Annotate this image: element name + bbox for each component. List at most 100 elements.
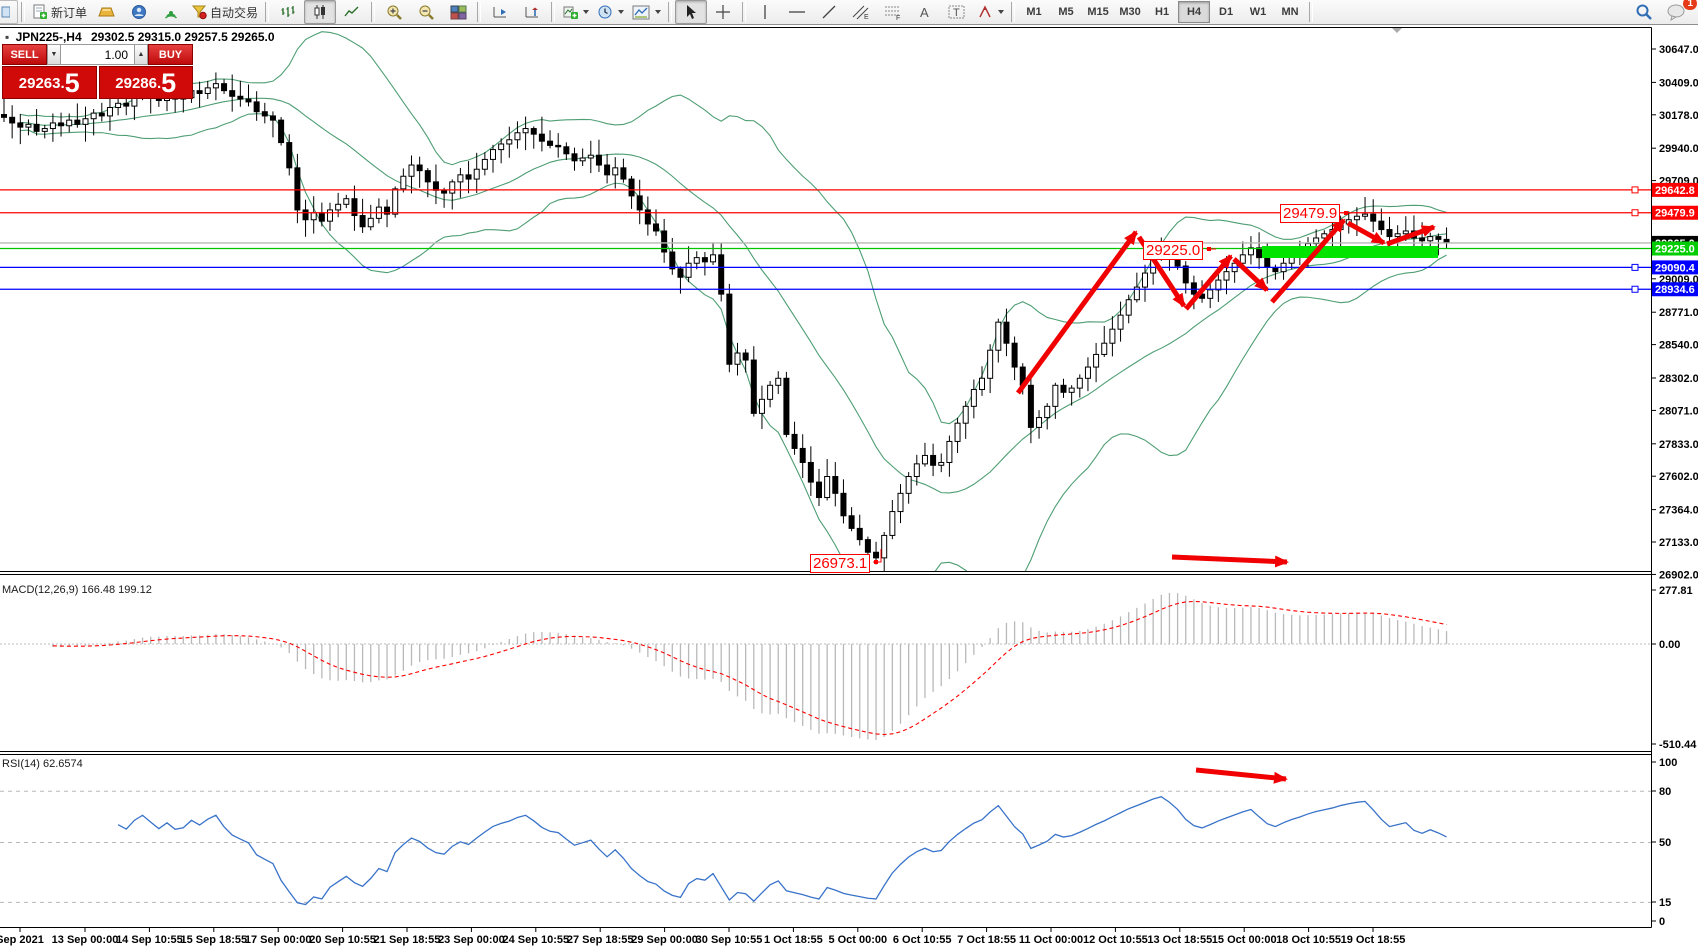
dropdown-caret (998, 10, 1005, 14)
svg-text:7 Oct 18:55: 7 Oct 18:55 (957, 934, 1016, 946)
gold-ingot-icon[interactable] (91, 0, 123, 24)
auto-trading-label: 自动交易 (210, 5, 259, 20)
svg-text:28302.0: 28302.0 (1659, 373, 1698, 385)
separator (371, 2, 376, 22)
green-highlight-box[interactable] (1262, 246, 1438, 258)
rsi-panel: 100 80 50 15 0 (0, 757, 1677, 928)
svg-text:29090.4: 29090.4 (1655, 262, 1696, 274)
svg-text:29940.0: 29940.0 (1659, 143, 1698, 155)
sell-button[interactable]: SELL (2, 44, 47, 65)
svg-text:6 Oct 10:55: 6 Oct 10:55 (893, 934, 952, 946)
bar-chart-mode-button[interactable] (272, 0, 304, 24)
one-click-trade-panel: SELL ▼ ▲ BUY 29263.5 29286.5 (2, 44, 193, 99)
svg-text:30409.0: 30409.0 (1659, 77, 1698, 89)
svg-text:27364.0: 27364.0 (1659, 505, 1698, 517)
svg-text:12 Oct 10:55: 12 Oct 10:55 (1083, 934, 1148, 946)
svg-text:28540.0: 28540.0 (1659, 340, 1698, 352)
svg-text:-510.44: -510.44 (1659, 739, 1697, 751)
arrows-tool-button[interactable] (973, 0, 1008, 24)
separator (265, 2, 270, 22)
separator (477, 2, 482, 22)
timeframe-bar: M1 M5 M15 M30 H1 H4 D1 W1 MN (1018, 1, 1306, 23)
price-level-badge: 28934.6 (1652, 282, 1698, 297)
cursor-tool-button[interactable] (675, 0, 708, 24)
zoom-in-button[interactable] (378, 0, 410, 24)
volume-input[interactable] (61, 44, 134, 65)
tile-windows-button[interactable] (442, 0, 474, 24)
annotation-price-label-29225[interactable]: 29225.0 (1143, 241, 1204, 260)
volume-up-stepper[interactable]: ▲ (134, 44, 148, 65)
timeframe-m1[interactable]: M1 (1026, 6, 1042, 18)
timeframe-w1[interactable]: W1 (1249, 6, 1267, 18)
timeframe-h4[interactable]: H4 (1178, 1, 1211, 23)
candlestick-mode-button[interactable] (304, 0, 337, 24)
svg-text:29642.8: 29642.8 (1655, 185, 1695, 197)
svg-text:27602.0: 27602.0 (1659, 471, 1698, 483)
svg-text:5 Oct 00:00: 5 Oct 00:00 (828, 934, 887, 946)
level-lines (0, 186, 1651, 293)
auto-scroll-marker[interactable] (1392, 28, 1402, 33)
svg-text:27833.0: 27833.0 (1659, 439, 1698, 451)
dropdown-caret (618, 10, 625, 14)
horizontal-line-tool-button[interactable] (781, 0, 813, 24)
search-button[interactable] (1628, 0, 1660, 24)
buy-button[interactable]: BUY (148, 44, 193, 65)
periods-button[interactable] (593, 0, 628, 24)
templates-button[interactable] (628, 0, 665, 24)
candles-layer (1, 72, 1450, 571)
annotation-price-label-29479[interactable]: 29479.9 (1280, 204, 1341, 223)
svg-text:18 Oct 10:55: 18 Oct 10:55 (1276, 934, 1341, 946)
zoom-out-button[interactable] (410, 0, 442, 24)
fibonacci-tool-button[interactable]: F (877, 0, 909, 24)
auto-trading-button[interactable]: 自动交易 (187, 0, 262, 24)
svg-text:21 Sep 18:55: 21 Sep 18:55 (374, 934, 441, 946)
separator (21, 2, 25, 22)
svg-text:17 Sep 00:00: 17 Sep 00:00 (245, 934, 312, 946)
buy-price-button[interactable]: 29286. 5 (98, 66, 193, 99)
signal-icon[interactable] (155, 0, 187, 24)
timeframe-m5[interactable]: M5 (1058, 6, 1074, 18)
svg-text:27133.0: 27133.0 (1659, 537, 1698, 549)
separator (1309, 2, 1314, 22)
svg-text:50: 50 (1659, 837, 1671, 849)
svg-text:29479.9: 29479.9 (1655, 208, 1695, 220)
chart-canvas[interactable]: 30647.030409.030178.029940.029709.029009… (0, 26, 1698, 948)
chart-symbol-period: JPN225-,H4 (15, 30, 82, 44)
macd-panel: 277.81 0.00 -510.44 (0, 585, 1697, 751)
sell-price-button[interactable]: 29263. 5 (2, 66, 97, 99)
dropdown-caret (655, 10, 662, 14)
svg-text:100: 100 (1659, 757, 1677, 769)
new-order-button[interactable]: 新订单 (28, 0, 91, 24)
separator (1011, 2, 1016, 22)
timeframe-m15[interactable]: M15 (1087, 6, 1109, 18)
annotation-price-label-26973[interactable]: 26973.1 (810, 554, 871, 573)
chart-shift-button[interactable] (516, 0, 548, 24)
svg-text:23 Sep 00:00: 23 Sep 00:00 (438, 934, 505, 946)
text-label-tool-button[interactable]: T (941, 0, 973, 24)
equidistant-channel-tool-button[interactable]: E (845, 0, 877, 24)
line-chart-mode-button[interactable] (336, 0, 368, 24)
rsi-indicator-label: RSI(14) 62.6574 (2, 758, 83, 770)
vertical-line-tool-button[interactable] (749, 0, 781, 24)
crosshair-tool-button[interactable] (707, 0, 739, 24)
chat-badge: 1 (1683, 0, 1697, 10)
svg-text:Sep 2021: Sep 2021 (0, 934, 44, 946)
new-order-label: 新订单 (51, 5, 88, 20)
auto-scroll-button[interactable] (484, 0, 516, 24)
indicators-button[interactable] (558, 0, 593, 24)
chat-button[interactable]: 1 (1660, 0, 1697, 24)
svg-text:28934.6: 28934.6 (1655, 284, 1695, 296)
timeframe-m30[interactable]: M30 (1119, 6, 1141, 18)
trendline-tool-button[interactable] (813, 0, 845, 24)
community-icon[interactable] (123, 0, 155, 24)
timeframe-d1[interactable]: D1 (1219, 6, 1234, 18)
svg-text:28071.0: 28071.0 (1659, 405, 1698, 417)
price-level-badge: 29090.4 (1652, 260, 1698, 275)
separator (551, 2, 556, 22)
timeframe-h1[interactable]: H1 (1155, 6, 1170, 18)
timeframe-mn[interactable]: MN (1281, 6, 1299, 18)
volume-down-stepper[interactable]: ▼ (47, 44, 61, 65)
text-tool-button[interactable]: A (909, 0, 941, 24)
svg-text:F: F (896, 15, 900, 20)
